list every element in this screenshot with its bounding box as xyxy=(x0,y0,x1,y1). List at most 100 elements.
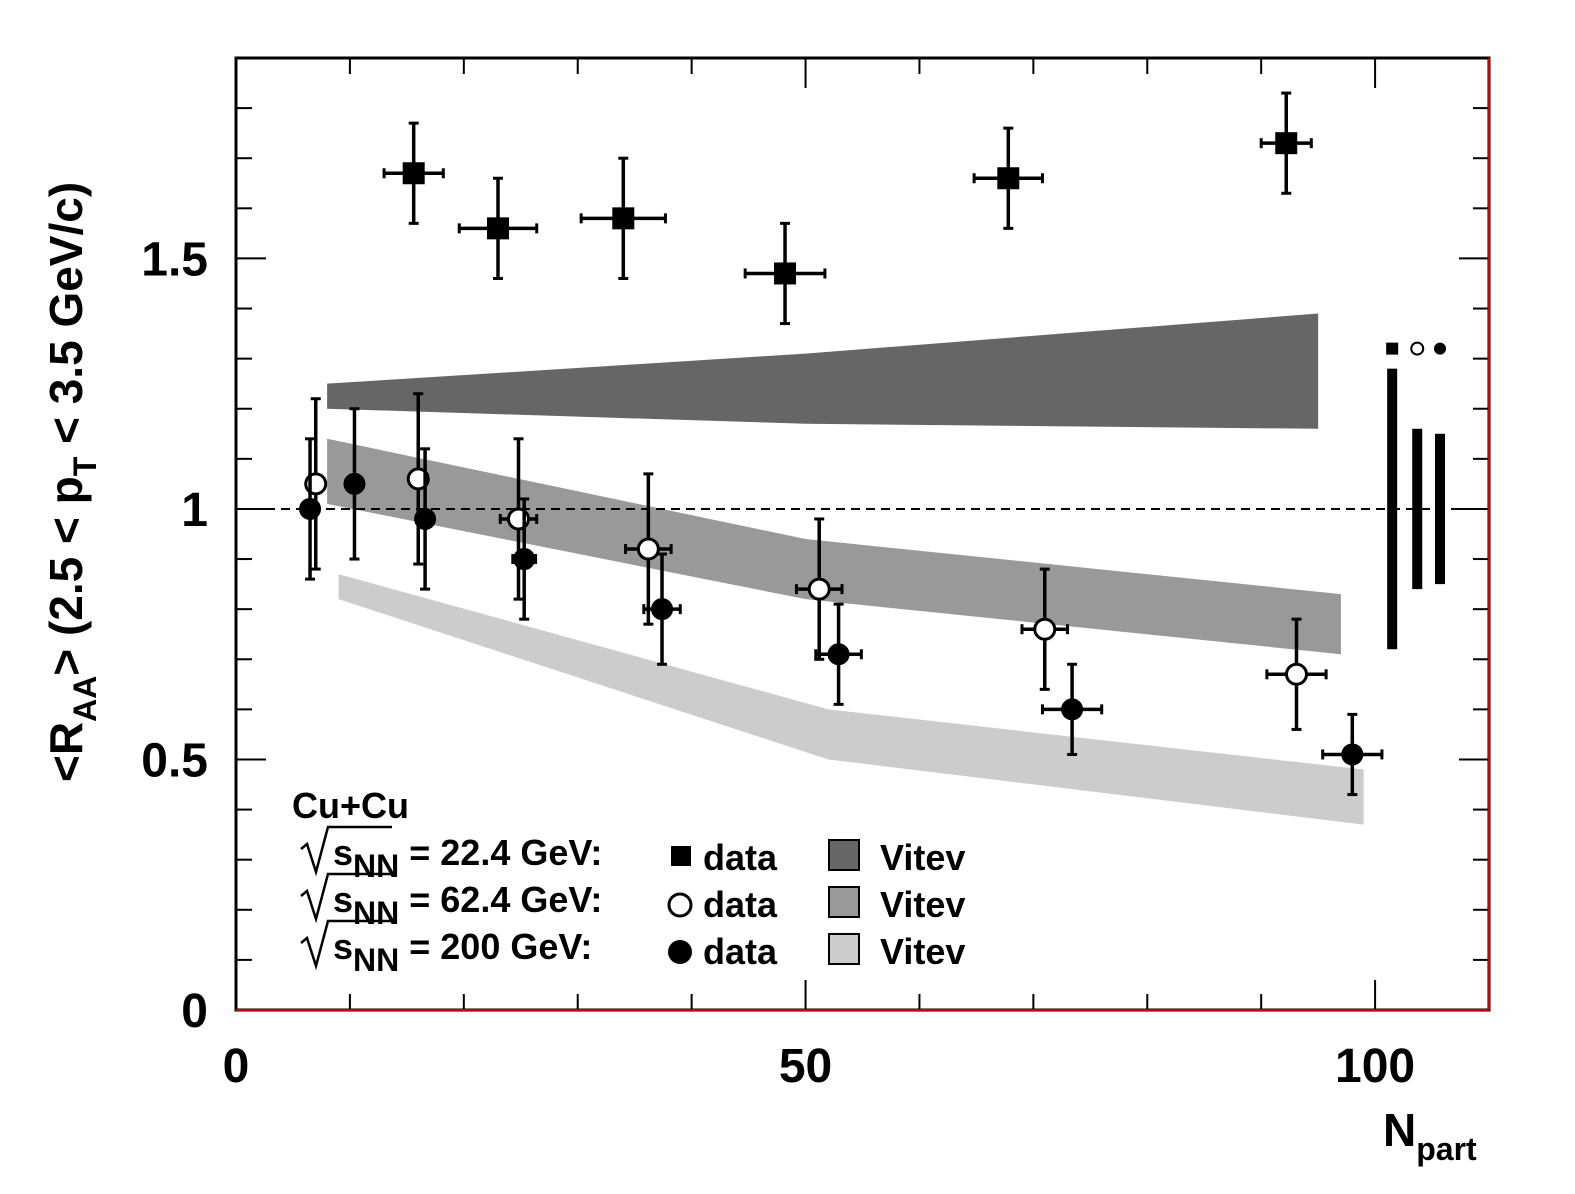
energy-text: = 200 GeV: xyxy=(399,926,592,967)
data-point xyxy=(1265,617,1328,731)
data-point xyxy=(642,552,682,666)
sqrt-s-sub: NN xyxy=(353,848,399,884)
data-point xyxy=(414,447,437,591)
x-tick-label: 100 xyxy=(1335,1040,1415,1093)
legend-energy-label: sNN = 200 GeV: xyxy=(333,926,592,978)
data-point xyxy=(511,497,538,621)
filled-circle-marker xyxy=(414,507,437,530)
model-band-1 xyxy=(327,438,1341,655)
data-point xyxy=(299,437,322,581)
filled-square-marker-icon xyxy=(671,846,691,866)
x-tick-label: 0 xyxy=(223,1040,250,1093)
open-circle-marker-icon xyxy=(1410,341,1425,356)
data-point xyxy=(498,437,539,601)
legend: Cu+Cu sNN = 22.4 GeV: data Vitev sNN = 6… xyxy=(292,785,965,978)
filled-square-marker xyxy=(774,262,797,285)
data-point xyxy=(794,517,844,661)
data-point xyxy=(624,472,673,626)
filled-circle-marker xyxy=(1061,698,1084,721)
systematic-uncertainty-bars xyxy=(1386,341,1447,650)
x-axis-title-main: N xyxy=(1383,1104,1416,1156)
filled-square-marker-icon xyxy=(1386,342,1399,355)
legend-band-swatch xyxy=(828,839,860,871)
data-point xyxy=(1321,712,1384,797)
data-point xyxy=(1020,567,1070,691)
sqrt-s-label: s xyxy=(333,879,353,920)
legend-data-label: data xyxy=(703,884,778,925)
filled-circle-marker xyxy=(651,598,674,621)
model-band-0 xyxy=(327,313,1319,429)
y-axis-title-sub-1: AA xyxy=(67,676,103,722)
axis-ticks xyxy=(235,57,1490,1011)
open-circle-marker-icon xyxy=(667,892,693,918)
open-circle-marker xyxy=(406,467,430,491)
data-point xyxy=(972,126,1044,230)
legend-energy-label: sNN = 22.4 GeV: xyxy=(333,832,602,884)
legend-band-swatch xyxy=(828,886,860,918)
filled-circle-marker xyxy=(343,472,366,495)
legend-band-label: Vitev xyxy=(880,931,965,972)
filled-circle-marker xyxy=(827,643,850,666)
data-point xyxy=(457,176,539,280)
sqrt-s-label: s xyxy=(333,832,353,873)
data-point xyxy=(814,602,863,706)
energy-text: = 22.4 GeV: xyxy=(399,832,602,873)
data-point xyxy=(1040,662,1104,756)
data-point xyxy=(579,156,667,280)
open-circle-marker xyxy=(1033,617,1057,641)
data-points xyxy=(299,91,1384,797)
legend-data-label: data xyxy=(703,837,778,878)
filled-square-marker xyxy=(486,217,509,240)
sqrt-symbol-icon xyxy=(300,919,392,971)
y-axis-title-sub-2: T xyxy=(67,456,103,476)
filled-circle-marker xyxy=(513,548,536,571)
legend-band-label: Vitev xyxy=(880,884,965,925)
sqrt-s-label: s xyxy=(333,926,353,967)
data-point xyxy=(1259,91,1313,195)
legend-band-label: Vitev xyxy=(880,837,965,878)
tick-labels: 0 50 100 0 0.5 1 1.5 xyxy=(141,233,1415,1093)
data-point xyxy=(743,221,827,326)
y-tick-label: 1.5 xyxy=(141,233,208,286)
legend-energy-label: sNN = 62.4 GeV: xyxy=(333,879,602,931)
filled-circle-marker-icon xyxy=(1434,342,1447,355)
legend-title: Cu+Cu xyxy=(292,785,409,826)
energy-text: = 62.4 GeV: xyxy=(399,879,602,920)
sqrt-s-sub: NN xyxy=(353,942,399,978)
legend-data-label: data xyxy=(703,931,778,972)
y-axis-title-part-1: <R xyxy=(40,722,92,782)
x-axis-title: Npart xyxy=(1383,1104,1477,1167)
sqrt-symbol-icon xyxy=(300,825,392,877)
y-axis-title: <RAA> (2.5 < pT < 3.5 GeV/c) xyxy=(40,182,103,782)
filled-circle-marker xyxy=(1341,743,1364,766)
y-tick-label: 0.5 xyxy=(141,734,208,787)
legend-row-200gev: sNN = 200 GeV: data Vitev xyxy=(300,919,965,978)
y-axis-title-part-2: > (2.5 < p xyxy=(40,476,92,675)
systematic-bar xyxy=(1387,368,1398,650)
filled-square-marker xyxy=(402,162,425,185)
filled-square-marker xyxy=(997,167,1020,190)
filled-square-marker xyxy=(1275,132,1298,155)
x-axis-title-sub: part xyxy=(1416,1131,1477,1167)
systematic-bar xyxy=(1412,428,1423,590)
y-tick-label: 1 xyxy=(181,484,208,537)
systematic-bar xyxy=(1435,433,1446,585)
data-point xyxy=(343,407,366,561)
model-bands xyxy=(327,313,1364,825)
y-axis-title-part-3: < 3.5 GeV/c) xyxy=(40,182,92,457)
x-tick-label: 50 xyxy=(779,1040,832,1093)
sqrt-symbol-icon xyxy=(300,872,392,924)
sqrt-s-sub: NN xyxy=(353,895,399,931)
open-circle-marker xyxy=(636,537,660,561)
legend-band-swatch xyxy=(828,933,860,965)
legend-row-22gev: sNN = 22.4 GeV: data Vitev xyxy=(300,825,965,884)
open-circle-marker xyxy=(1284,662,1308,686)
y-tick-label: 0 xyxy=(181,985,208,1038)
open-circle-marker xyxy=(807,577,831,601)
filled-circle-marker-icon xyxy=(668,940,692,964)
model-band-2 xyxy=(338,574,1364,825)
data-point xyxy=(382,121,445,225)
filled-circle-marker xyxy=(299,497,322,520)
filled-square-marker xyxy=(612,207,635,230)
